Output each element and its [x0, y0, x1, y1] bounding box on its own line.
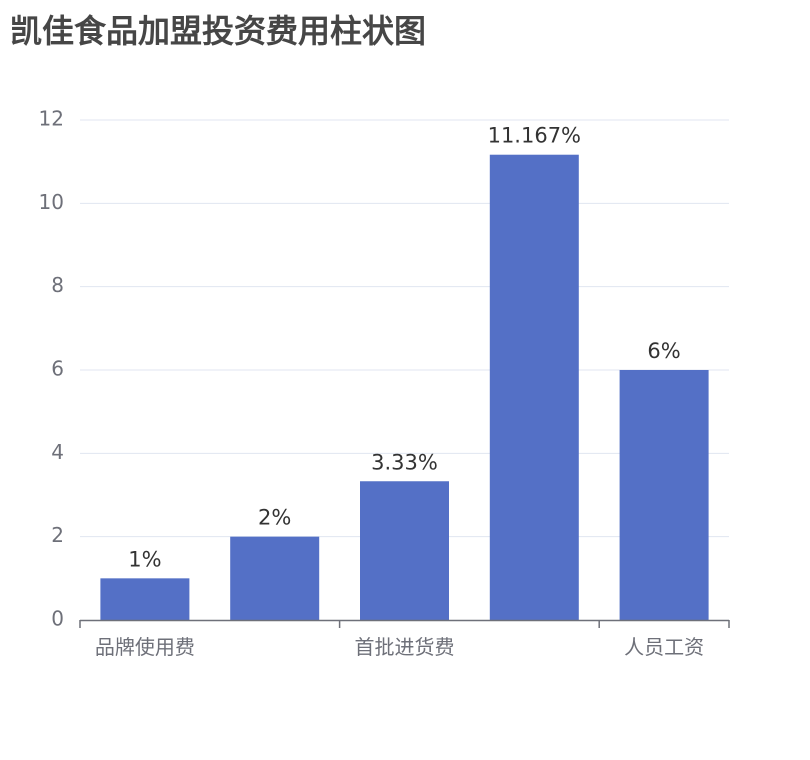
bar-value-label: 2%: [258, 506, 291, 530]
bar-value-label: 1%: [128, 547, 161, 571]
y-tick-label: 4: [51, 440, 64, 464]
y-tick-label: 8: [51, 273, 64, 297]
y-tick-label: 0: [51, 607, 64, 631]
bar: [619, 370, 709, 620]
x-category-label: 人员工资: [624, 635, 704, 659]
bar: [230, 536, 320, 620]
chart-title: 凯佳食品加盟投资费用柱状图: [10, 12, 427, 50]
x-axis: 品牌使用费 首批进货费 人员工资: [79, 619, 730, 659]
bars: [100, 154, 709, 621]
bar-value-label: 11.167%: [488, 124, 581, 148]
bar: [100, 578, 190, 620]
bar-value-label: 3.33%: [371, 450, 438, 474]
bar: [360, 481, 449, 620]
x-category-label: 品牌使用费: [95, 635, 195, 659]
grid-lines: [80, 119, 729, 538]
y-axis-ticks: 0 2 4 6 8 10 12: [39, 107, 64, 631]
bar-value-labels: 1% 2% 3.33% 11.167% 6%: [128, 124, 681, 572]
y-tick-label: 10: [39, 190, 64, 214]
y-tick-label: 2: [51, 523, 64, 547]
x-category-label: 首批进货费: [355, 635, 455, 659]
y-tick-label: 6: [51, 357, 64, 381]
bar-value-label: 6%: [647, 339, 680, 363]
y-tick-label: 12: [39, 107, 64, 131]
bar: [489, 154, 579, 621]
